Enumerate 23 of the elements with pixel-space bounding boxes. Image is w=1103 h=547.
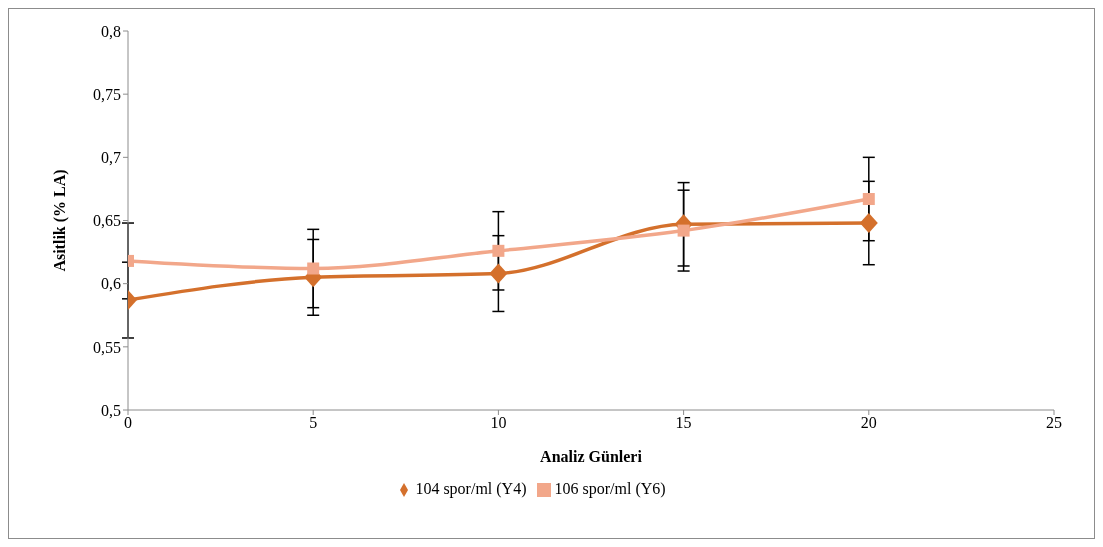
y-tick-label: 0,8 bbox=[101, 22, 121, 40]
y-tick-label: 0,7 bbox=[101, 149, 121, 167]
y-tick-label: 0,65 bbox=[93, 212, 121, 230]
legend-label: 106 spor/ml (Y6) bbox=[554, 480, 666, 497]
x-tick-label: 0 bbox=[124, 414, 132, 432]
point bbox=[489, 263, 508, 284]
point bbox=[859, 213, 878, 234]
point bbox=[677, 224, 690, 237]
y-tick-label: 0,5 bbox=[101, 401, 121, 419]
x-tick-label: 25 bbox=[1046, 414, 1062, 432]
point bbox=[492, 244, 505, 257]
point bbox=[307, 262, 320, 275]
y-tick-label: 0,75 bbox=[93, 85, 121, 103]
x-tick-label: 10 bbox=[490, 414, 507, 432]
x-tick-label: 5 bbox=[309, 414, 318, 432]
x-axis-title: Analiz Günleri bbox=[540, 448, 643, 465]
point bbox=[862, 193, 875, 206]
legend-label: 104 spor/ml (Y4) bbox=[415, 480, 527, 497]
x-tick-label: 20 bbox=[860, 414, 877, 432]
y-tick-label: 0,6 bbox=[101, 275, 121, 293]
y-axis-title: Asitlik (% LA) bbox=[50, 169, 69, 272]
y-tick-label: 0,55 bbox=[93, 338, 121, 356]
x-tick-label: 15 bbox=[675, 414, 692, 432]
